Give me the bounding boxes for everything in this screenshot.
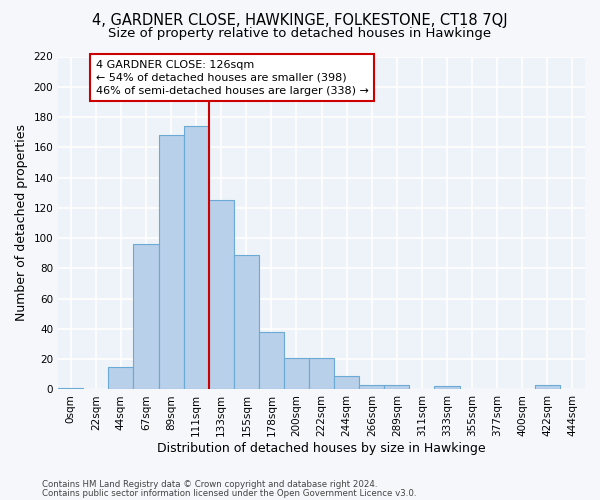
Bar: [309, 358, 334, 390]
Text: Size of property relative to detached houses in Hawkinge: Size of property relative to detached ho…: [109, 28, 491, 40]
Bar: [234, 255, 259, 390]
Bar: [184, 126, 209, 390]
Text: 4 GARDNER CLOSE: 126sqm
← 54% of detached houses are smaller (398)
46% of semi-d: 4 GARDNER CLOSE: 126sqm ← 54% of detache…: [96, 60, 368, 96]
Text: Contains public sector information licensed under the Open Government Licence v3: Contains public sector information licen…: [42, 488, 416, 498]
Bar: [209, 200, 234, 390]
Bar: [385, 385, 409, 390]
Bar: [58, 388, 83, 390]
Bar: [109, 367, 133, 390]
Bar: [359, 385, 385, 390]
Bar: [259, 332, 284, 390]
Bar: [434, 386, 460, 390]
X-axis label: Distribution of detached houses by size in Hawkinge: Distribution of detached houses by size …: [157, 442, 486, 455]
Bar: [334, 376, 359, 390]
Bar: [284, 358, 309, 390]
Bar: [535, 385, 560, 390]
Bar: [158, 135, 184, 390]
Y-axis label: Number of detached properties: Number of detached properties: [15, 124, 28, 322]
Text: Contains HM Land Registry data © Crown copyright and database right 2024.: Contains HM Land Registry data © Crown c…: [42, 480, 377, 489]
Bar: [133, 244, 158, 390]
Text: 4, GARDNER CLOSE, HAWKINGE, FOLKESTONE, CT18 7QJ: 4, GARDNER CLOSE, HAWKINGE, FOLKESTONE, …: [92, 12, 508, 28]
